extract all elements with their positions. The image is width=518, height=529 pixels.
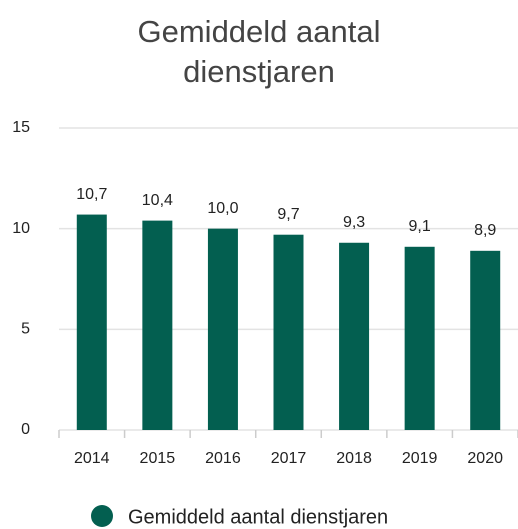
y-tick-label: 5 [21, 321, 30, 338]
data-label: 10,0 [207, 200, 238, 217]
y-tick-label: 10 [12, 220, 30, 237]
y-tick-label: 0 [21, 421, 30, 438]
legend-label: Gemiddeld aantal dienstjaren [128, 506, 388, 528]
bar [470, 250, 501, 430]
x-tick-label: 2016 [205, 450, 241, 467]
bar [142, 220, 173, 430]
data-label: 10,4 [142, 192, 173, 209]
bar [273, 234, 304, 430]
x-tick-label: 2017 [271, 450, 307, 467]
data-label: 8,9 [474, 222, 496, 239]
x-tick-label: 2014 [74, 450, 110, 467]
bar [404, 246, 435, 430]
x-tick-label: 2019 [402, 450, 438, 467]
data-label: 9,7 [277, 206, 299, 223]
x-tick-label: 2015 [140, 450, 176, 467]
x-tick-label: 2018 [336, 450, 372, 467]
bar [339, 242, 370, 430]
x-tick-label: 2020 [467, 450, 503, 467]
data-label: 9,3 [343, 214, 365, 231]
bar [207, 228, 238, 430]
legend-swatch [91, 505, 113, 527]
bar [76, 214, 107, 430]
data-label: 10,7 [76, 186, 107, 203]
data-label: 9,1 [409, 218, 431, 235]
y-tick-label: 15 [12, 119, 30, 136]
chart-title: Gemiddeld aantal dienstjaren [137, 14, 381, 89]
